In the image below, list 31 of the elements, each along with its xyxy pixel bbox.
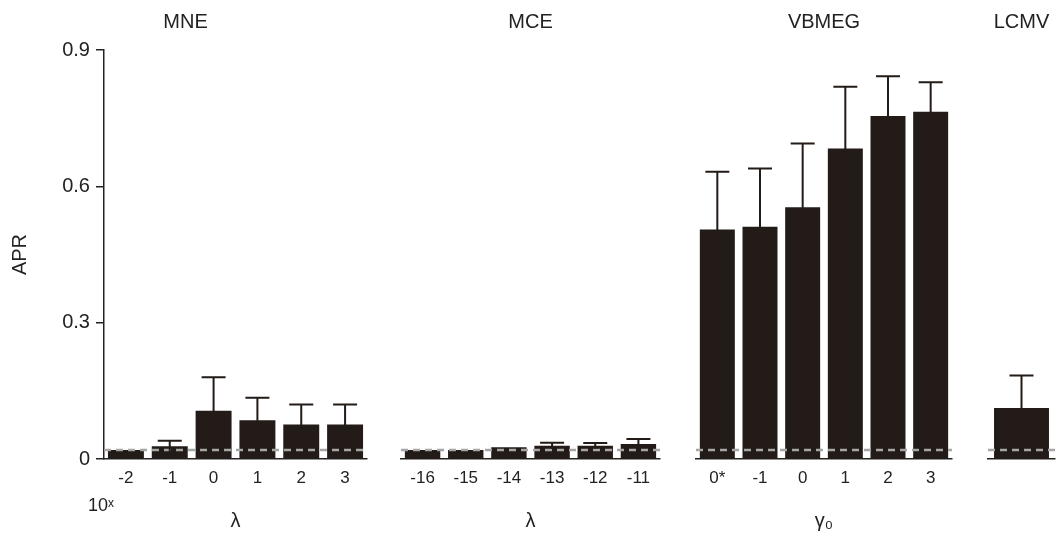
x-tick-label: 3 <box>925 467 936 487</box>
x-tick-label: -13 <box>539 467 565 487</box>
y-tick-label: 0.3 <box>62 310 90 333</box>
x-tick-label: 1 <box>840 467 851 487</box>
x-tick-label: -15 <box>453 467 479 487</box>
chart-title: MNE <box>163 9 208 32</box>
x-tick-label: 2 <box>883 467 893 487</box>
x-tick-label: -12 <box>582 467 608 487</box>
x-tick-label: 0 <box>797 467 808 487</box>
x-axis-title: λ <box>525 508 536 531</box>
x-tick-label: -14 <box>496 467 522 487</box>
x-tick-label: -1 <box>162 467 178 487</box>
chart-title: MCE <box>508 9 553 32</box>
x-axis-title: λ <box>230 508 241 531</box>
x-tick-label: -2 <box>118 467 134 487</box>
text: 10ˣ <box>88 495 115 515</box>
x-tick-label: -16 <box>410 467 435 487</box>
x-tick-label: -11 <box>626 467 651 487</box>
chart-title: VBMEG <box>787 9 861 32</box>
x-tick-label: 0 <box>208 467 219 487</box>
x-tick-label: 3 <box>340 467 350 487</box>
y-tick-label: 0 <box>78 446 90 469</box>
chart-title: LCMV <box>993 9 1050 32</box>
x-tick-label: 1 <box>252 467 263 487</box>
x-tick-label: 0* <box>709 467 726 487</box>
x-axis-title: γ₀ <box>814 508 834 531</box>
x-tick-label: -1 <box>752 467 768 487</box>
y-tick-label: 0.6 <box>62 173 90 196</box>
y-tick-label: 0.9 <box>62 37 90 60</box>
y-axis-title: APR <box>7 233 30 276</box>
x-tick-label: 2 <box>296 467 306 487</box>
